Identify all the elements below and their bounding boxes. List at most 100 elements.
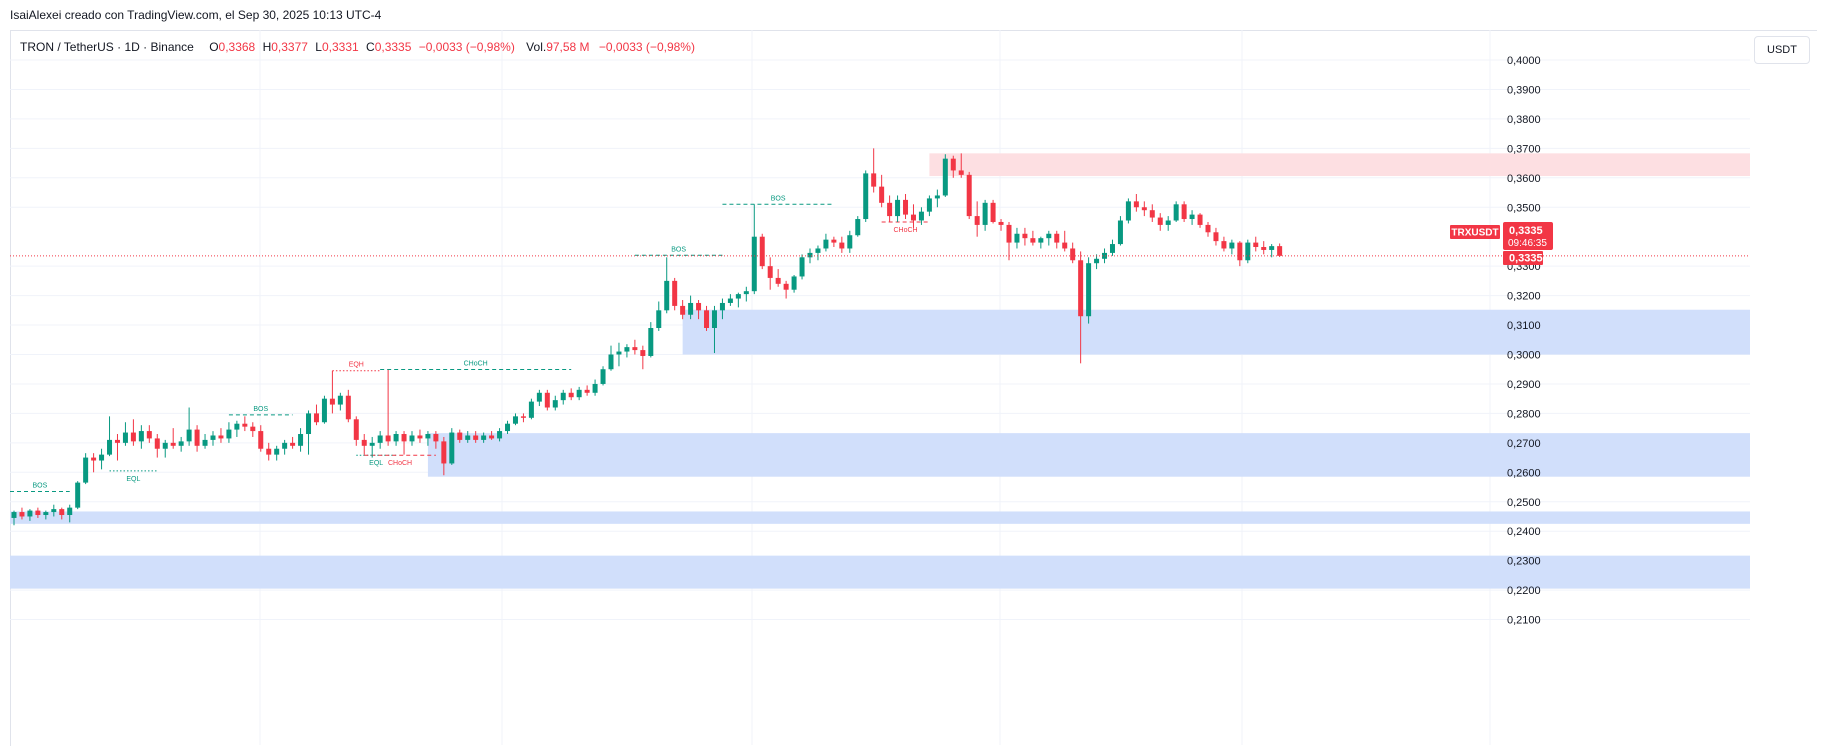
- candle: [27, 509, 33, 521]
- candle: [457, 429, 463, 443]
- candle: [799, 254, 805, 280]
- candle: [194, 425, 200, 452]
- candle: [1253, 236, 1259, 252]
- candle-body: [783, 283, 789, 290]
- candle-body: [59, 509, 65, 516]
- symbol-tag-text: TRXUSDT: [1451, 228, 1498, 239]
- symbol-title[interactable]: TRON / TetherUS · 1D · Binance: [20, 40, 194, 54]
- candle: [1038, 236, 1044, 249]
- candle: [417, 429, 423, 443]
- price-tick-label: 0,3900: [1507, 84, 1541, 96]
- candle: [178, 436, 184, 452]
- candle-body: [1022, 233, 1028, 239]
- candle: [489, 431, 495, 440]
- candle-body: [99, 454, 105, 461]
- candle: [433, 431, 439, 449]
- price-tick-label: 0,3100: [1507, 320, 1541, 332]
- candle-body: [895, 199, 901, 217]
- price-tag-text: 0,3335: [1509, 225, 1543, 237]
- candle: [83, 453, 89, 485]
- candle: [266, 442, 272, 461]
- candle: [377, 431, 383, 449]
- candle-body: [138, 431, 144, 442]
- candle-body: [290, 442, 296, 446]
- price-tick-label: 0,2700: [1507, 438, 1541, 450]
- last-price-tag: [1503, 251, 1543, 265]
- candle: [656, 301, 662, 331]
- candle: [982, 199, 988, 231]
- candle-body: [1181, 204, 1187, 220]
- candle-body: [210, 435, 216, 440]
- candle: [1165, 216, 1171, 231]
- candle-body: [194, 429, 200, 446]
- candle: [35, 507, 41, 518]
- candle: [234, 420, 240, 437]
- candle-body: [43, 512, 49, 516]
- candle-body: [640, 350, 646, 356]
- candle: [210, 431, 216, 446]
- candle-body: [950, 158, 956, 171]
- candle: [107, 416, 113, 457]
- candle: [91, 453, 97, 473]
- candle: [361, 434, 367, 455]
- price-tick-label: 0,3200: [1507, 291, 1541, 303]
- demand-zone: [10, 555, 1750, 589]
- candle: [536, 389, 542, 407]
- candle-body: [114, 439, 120, 443]
- candle-body: [775, 277, 781, 284]
- candle: [950, 155, 956, 178]
- candle: [719, 298, 725, 320]
- candle: [1149, 204, 1155, 222]
- candle-body: [19, 512, 25, 517]
- candle-body: [122, 432, 128, 443]
- candle: [958, 153, 964, 178]
- candle: [218, 428, 224, 443]
- price-tick-label: 0,2500: [1507, 497, 1541, 509]
- candle: [608, 345, 614, 371]
- candle: [640, 345, 646, 370]
- candle: [1078, 251, 1084, 364]
- candle: [823, 233, 829, 252]
- candle-body: [632, 347, 638, 351]
- candle-body: [584, 389, 590, 393]
- candle: [290, 436, 296, 449]
- structure-label: EQL: [369, 460, 383, 467]
- candle: [600, 366, 606, 386]
- candle-body: [75, 482, 81, 508]
- symbol-tag: [1450, 225, 1500, 239]
- candle: [751, 204, 757, 295]
- candle-body: [727, 298, 733, 303]
- candle: [186, 407, 192, 446]
- candle: [1094, 254, 1100, 270]
- candles-layer: [11, 148, 1283, 526]
- candle-body: [568, 392, 574, 398]
- candle: [1030, 230, 1036, 246]
- candle: [449, 428, 455, 465]
- candle-body: [1062, 242, 1068, 249]
- candle-body: [1173, 204, 1179, 221]
- candle-body: [982, 202, 988, 225]
- candle-body: [839, 242, 845, 249]
- candle: [258, 425, 264, 452]
- chart-frame: [10, 30, 1817, 746]
- candle: [505, 420, 511, 435]
- candle-body: [1094, 258, 1100, 264]
- currency-unit-button[interactable]: USDT: [1754, 36, 1810, 64]
- candle: [680, 300, 686, 320]
- candle-body: [202, 439, 208, 446]
- candle-body: [35, 510, 41, 516]
- price-tick-label: 0,2400: [1507, 526, 1541, 538]
- candle-body: [711, 310, 717, 328]
- price-axis[interactable]: 0,4000 0,3900 0,3800 0,3700 0,3600 0,3500 0,33…: [1507, 55, 1541, 627]
- candle: [688, 295, 694, 320]
- candle: [903, 193, 909, 220]
- candle-body: [680, 305, 686, 315]
- candle: [1102, 248, 1108, 264]
- candle-body: [51, 509, 57, 513]
- candle: [385, 369, 391, 446]
- candle-body: [1277, 246, 1283, 256]
- structure-label: BOS: [671, 246, 686, 253]
- candle-body: [1117, 220, 1123, 245]
